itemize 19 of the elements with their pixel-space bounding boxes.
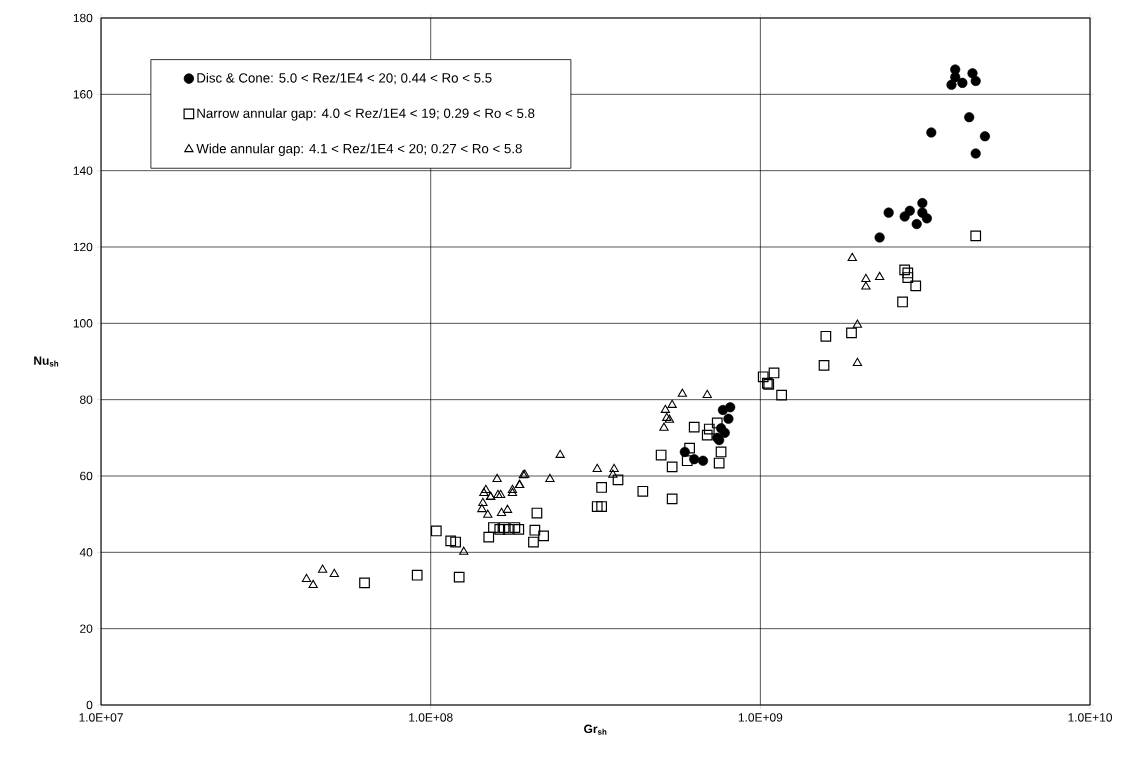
y-tick-label: 20	[80, 624, 93, 633]
y-tick-label: 160	[73, 90, 93, 99]
x-tick-label: 1.0E+08	[409, 713, 453, 722]
x-axis-title: Gr$_{sh}$	[584, 724, 607, 735]
y-tick-label: 180	[73, 13, 93, 23]
y-tick-label: 100	[73, 319, 93, 328]
y-tick-label: 140	[73, 166, 93, 175]
x-tick-label: 1.0E+10	[1068, 713, 1113, 722]
legend-label: Disc & Cone: 5.0 < Rez/1E4 < 20; 0.44 < Ro < 5.5	[197, 72, 492, 85]
y-tick-label: 0	[86, 700, 93, 710]
x-tick-label: 1.0E+07	[79, 713, 123, 722]
y-tick-label: 80	[80, 395, 93, 404]
y-axis-title: Nu$_{sh}$	[34, 356, 59, 367]
x-tick-label: 1.0E+09	[738, 713, 783, 722]
y-tick-label: 40	[79, 548, 93, 557]
y-tick-label: 120	[73, 242, 93, 252]
legend-label: Narrow annular gap: 4.0 < Rez/1E4 < 19; 0.29 < Ro < 5.8	[197, 108, 535, 121]
legend-label: Wide annular gap: 4.1 < Rez/1E4 < 20; 0.27 < Ro < 5.8	[196, 143, 522, 156]
y-tick-label: 60	[80, 471, 93, 481]
